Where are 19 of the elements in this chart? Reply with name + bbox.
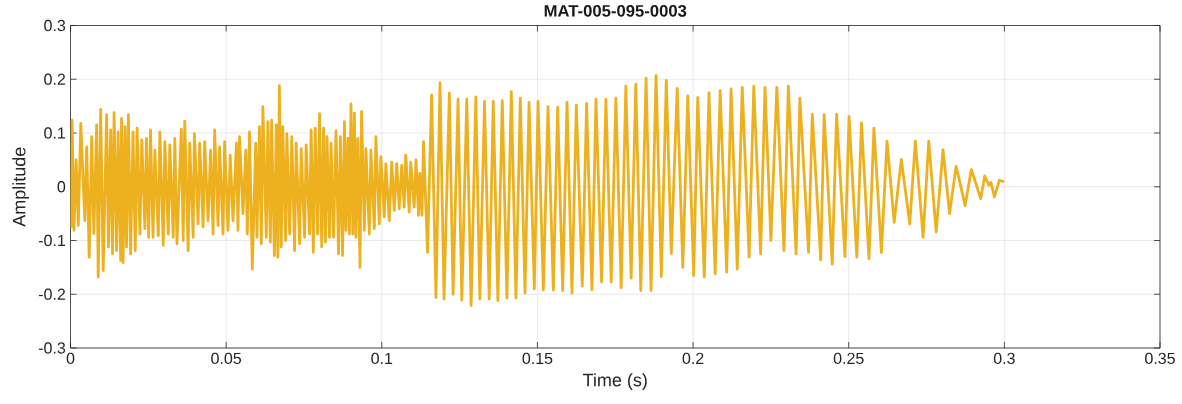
y-tick-label: 0.2 [44, 73, 65, 85]
x-tick-label: 0.05 [211, 352, 242, 365]
y-tick-label: -0.3 [38, 342, 66, 354]
x-tick-label: 0.2 [682, 352, 704, 365]
y-tick-label: 0.1 [44, 127, 66, 139]
line-series [70, 74, 1005, 307]
x-tick-label: 0.15 [522, 352, 553, 365]
x-tick-label: 0.3 [993, 352, 1015, 365]
x-tick-label: 0.1 [371, 352, 393, 365]
y-tick-label: -0.2 [38, 288, 65, 300]
y-tick-label: -0.1 [38, 234, 66, 247]
x-axis-title: Time (s) [582, 373, 647, 390]
y-axis-title: Amplitude [12, 147, 30, 227]
x-tick-label: 0.25 [833, 352, 864, 365]
chart-title: MAT-005-095-0003 [544, 4, 687, 17]
y-tick-label: 0 [57, 181, 66, 193]
x-tick-label: 0.35 [1145, 352, 1175, 365]
x-tick-label: 0 [66, 352, 75, 365]
y-tick-label: 0.3 [44, 19, 66, 32]
